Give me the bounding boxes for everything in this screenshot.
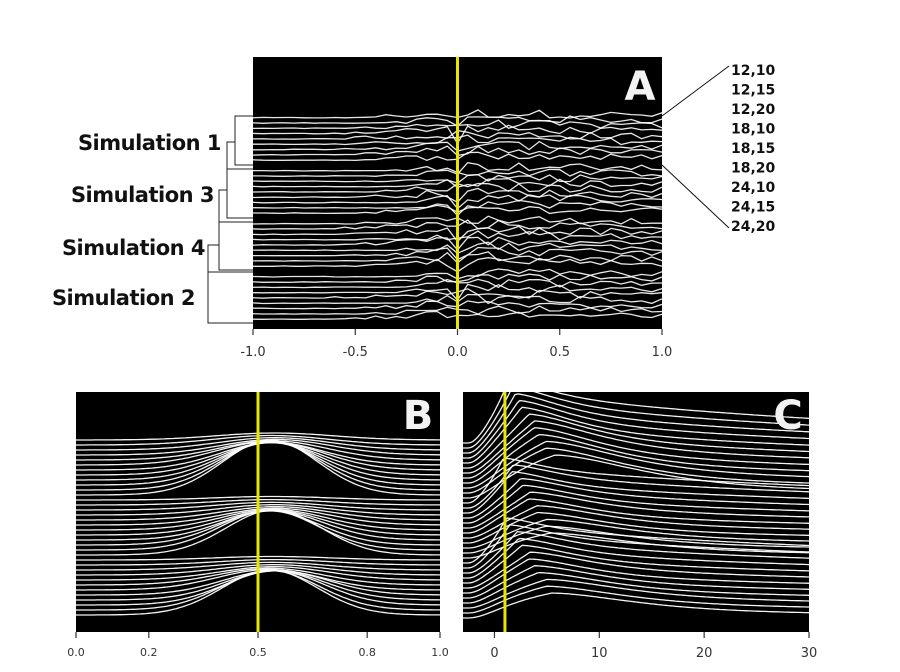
group-label: Simulation 3	[71, 183, 214, 207]
x-tick-label: 1.0	[652, 345, 673, 360]
panel-a-letter: A	[625, 64, 656, 110]
dendrogram-branch	[218, 189, 253, 271]
legend-entry: 18,15	[731, 141, 775, 157]
legend-entry: 18,10	[731, 122, 776, 138]
panel-c-traces	[463, 379, 810, 619]
panel-a-x-axis: -1.0 -0.5 0.0 0.5 1.0	[240, 329, 672, 360]
legend-entry: 24,10	[731, 180, 776, 196]
panel-c-trace	[463, 517, 810, 564]
panel-c-trace	[463, 386, 810, 449]
x-tick-label: 0.0	[67, 646, 85, 659]
panel-c-trace	[463, 420, 810, 474]
x-tick-label: 0.2	[140, 646, 158, 659]
x-tick-label: 0.0	[447, 345, 468, 360]
legend-connector-line	[661, 65, 730, 117]
legend-entry: 12,15	[731, 83, 775, 99]
x-tick-label: 20	[696, 646, 713, 661]
panel-a: A -1.0 -0.5 0.0 0.5 1.0 Simulation 1Simulati…	[52, 57, 776, 360]
panel-c-trace	[463, 551, 810, 589]
panel-c-trace	[463, 592, 810, 619]
panel-a-legend: 12,10 12,15 12,20 18,10 18,15 18,20 24,10 24,15…	[661, 63, 776, 235]
dendrogram-branch	[234, 115, 253, 166]
panel-c-trace	[463, 440, 810, 489]
panel-b-x-axis: 0.0 0.2 0.5 0.8 1.0	[67, 632, 449, 659]
panel-c-trace	[463, 484, 810, 524]
panel-b-letter: B	[403, 393, 434, 439]
panel-c-trace	[463, 524, 809, 569]
panel-c-trace	[463, 406, 810, 464]
panel-c-trace	[463, 477, 810, 519]
panel-c-trace	[463, 537, 810, 579]
panel-c-trace	[463, 558, 810, 594]
panel-a-dendrogram	[207, 115, 253, 324]
panel-c-trace	[463, 578, 810, 609]
legend-entry: 24,20	[731, 219, 776, 235]
x-tick-label: 0	[490, 646, 498, 661]
panel-c-trace	[463, 585, 809, 614]
x-tick-label: 0.5	[249, 646, 267, 659]
panel-c-trace	[463, 399, 810, 459]
panel-c-trace	[463, 491, 809, 529]
panel-c-trace	[463, 565, 810, 599]
panel-c-trace	[463, 498, 810, 534]
x-tick-label: 1.0	[431, 646, 449, 659]
x-tick-label: -1.0	[240, 345, 265, 360]
panel-c-letter: C	[773, 393, 802, 439]
x-tick-label: 0.5	[549, 345, 570, 360]
panel-c-trace	[463, 518, 810, 549]
legend-entry: 18,20	[731, 161, 776, 177]
panel-c-trace	[463, 379, 810, 444]
group-label: Simulation 2	[52, 286, 195, 310]
dendrogram-branch	[226, 141, 253, 219]
group-label: Simulation 1	[78, 131, 221, 155]
group-label: Simulation 4	[62, 236, 205, 260]
panel-c-trace	[463, 413, 810, 469]
panel-c-trace	[463, 544, 810, 584]
panel-c-trace	[463, 505, 810, 539]
panel-c-trace	[463, 454, 810, 499]
x-tick-label: -0.5	[343, 345, 368, 360]
legend-entry: 12,10	[731, 63, 776, 79]
panel-c-trace	[463, 427, 810, 479]
x-tick-label: 10	[591, 646, 608, 661]
legend-entry: 24,15	[731, 200, 775, 216]
x-tick-label: 30	[801, 646, 818, 661]
panel-c-trace	[463, 531, 810, 574]
panel-c-trace	[463, 471, 810, 514]
panel-a-group-labels: Simulation 1 Simulation 3 Simulation 4 Simu…	[52, 131, 222, 310]
panel-c-trace	[463, 393, 810, 454]
panel-c-trace	[463, 571, 810, 604]
legend-entry: 12,20	[731, 102, 776, 118]
dendrogram-branch	[207, 244, 253, 324]
panel-c-x-axis: 0 10 20 30	[490, 632, 817, 661]
panel-c: C 0 10 20 30	[463, 379, 817, 661]
legend-connector-line	[661, 164, 730, 229]
panel-c-trace	[463, 532, 809, 559]
panel-c-trace	[463, 433, 810, 484]
panel-c-trace	[463, 457, 810, 504]
panel-b: B 0.0 0.2 0.5 0.8 1.0	[67, 392, 449, 659]
x-tick-label: 0.8	[358, 646, 376, 659]
panel-c-trace	[463, 464, 810, 509]
